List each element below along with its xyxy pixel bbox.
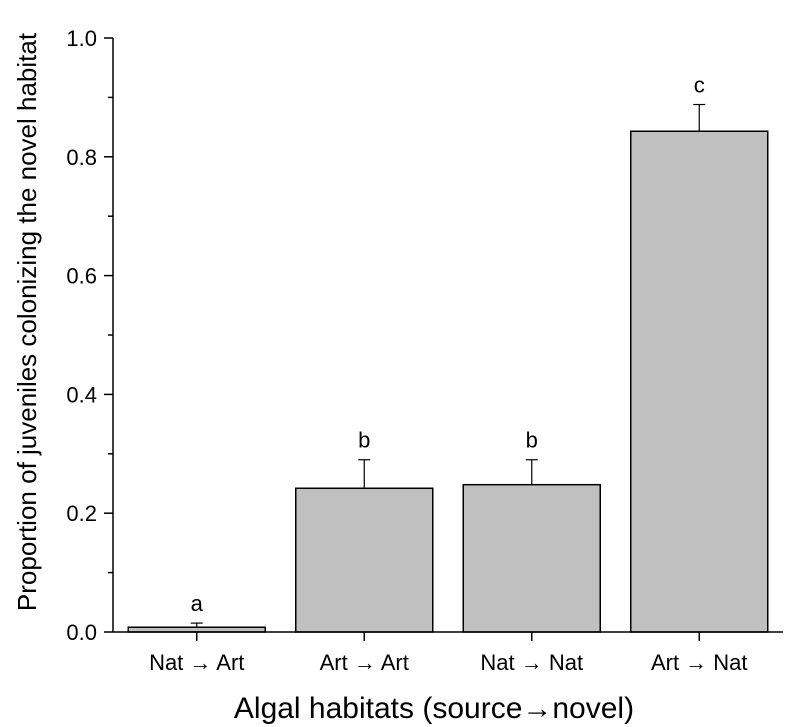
x-tick-label: Art → Art — [320, 650, 409, 675]
significance-letter: a — [191, 591, 204, 616]
significance-letter: b — [358, 428, 370, 453]
y-tick-label: 1.0 — [66, 26, 97, 51]
y-tick-label: 0.8 — [66, 145, 97, 170]
y-tick-label: 0.2 — [66, 501, 97, 526]
bar — [295, 487, 434, 633]
y-axis: 0.0 0.2 0.4 0.6 0.8 1.0 — [66, 26, 114, 645]
y-axis-title: Proportion of juveniles colonizing the n… — [12, 32, 42, 611]
x-tick-label: Nat → Nat — [480, 650, 583, 675]
plot-area: a b b c — [127, 73, 769, 633]
y-tick-label: 0.4 — [66, 382, 97, 407]
x-tick-label: Art → Nat — [651, 650, 748, 675]
bar — [462, 483, 601, 633]
y-tick-label: 0.0 — [66, 620, 97, 645]
y-tick-label: 0.6 — [66, 264, 97, 289]
significance-letter: c — [694, 73, 705, 98]
significance-letter: b — [526, 428, 538, 453]
bar — [630, 130, 769, 633]
x-axis-title: Algal habitats (source→novel) — [234, 692, 634, 725]
x-axis: Nat → Art Art → Art Nat → Nat Art → Nat — [113, 631, 783, 675]
x-tick-label: Nat → Art — [149, 650, 244, 675]
